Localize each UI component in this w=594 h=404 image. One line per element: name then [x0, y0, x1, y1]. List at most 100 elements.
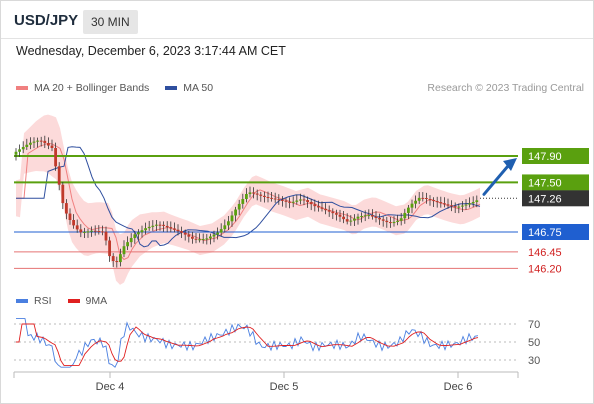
legend-ma20-bb: MA 20 + Bollinger Bands — [16, 82, 149, 94]
candle-body — [158, 224, 162, 226]
bollinger-band — [16, 114, 480, 285]
credit-text: Research © 2023 Trading Central — [427, 82, 584, 94]
candle-body — [162, 224, 165, 226]
candle-body — [119, 254, 122, 263]
candle-body — [234, 209, 237, 216]
chart-header: USD/JPY 30 MIN — [1, 1, 593, 39]
candle-body — [399, 218, 403, 221]
candle-body — [137, 232, 140, 235]
candle-body — [432, 200, 435, 202]
candle-body — [353, 218, 356, 221]
candle-body — [324, 208, 327, 211]
candle-body — [349, 220, 353, 222]
candle-body — [263, 195, 266, 197]
candle-body — [194, 238, 198, 240]
candle-body — [209, 236, 212, 239]
candle-body — [126, 242, 129, 247]
time-axis-label: Dec 4 — [96, 381, 125, 393]
price-legend: MA 20 + Bollinger Bands MA 50 — [16, 82, 229, 94]
rsi-line — [16, 318, 479, 368]
candle-body — [101, 231, 104, 233]
candle-body — [464, 204, 468, 206]
candle-body — [435, 201, 439, 203]
candle-body — [259, 194, 263, 196]
candle-body — [237, 203, 241, 210]
candle-body — [39, 140, 43, 142]
candle-body — [284, 200, 288, 202]
forecast-arrow-layer — [482, 158, 517, 196]
resistance-tag — [522, 174, 589, 191]
candle-body — [14, 151, 18, 155]
candle-body — [255, 193, 259, 195]
candle-body — [385, 220, 389, 223]
ma20-line — [16, 142, 481, 261]
candle-body — [309, 202, 313, 205]
candle-body — [241, 199, 245, 204]
support-label: 146.45 — [528, 247, 562, 259]
candle-body — [86, 231, 90, 233]
candle-body — [90, 230, 93, 232]
candle-body — [61, 184, 65, 204]
candle-body — [374, 216, 378, 218]
candle-body — [281, 199, 284, 201]
candle-body — [410, 203, 414, 208]
pivot-tag — [522, 224, 589, 240]
candle-body — [223, 225, 227, 230]
candle-body — [43, 140, 47, 144]
candle-body — [446, 204, 450, 206]
candle-body — [245, 194, 248, 200]
candle-body — [18, 149, 21, 152]
candle-body — [187, 234, 191, 237]
candle-body — [129, 238, 133, 243]
bollinger-band-layer — [16, 114, 480, 285]
candle-body — [389, 222, 392, 224]
candle-body — [342, 216, 345, 220]
candle-body — [425, 197, 428, 199]
candle-body — [378, 217, 381, 220]
candle-body — [21, 147, 25, 150]
candle-body — [205, 238, 209, 240]
legend-rsi: RSI — [16, 295, 52, 307]
timeframe-badge[interactable]: 30 MIN — [83, 10, 138, 34]
legend-9ma-label: 9MA — [85, 295, 108, 307]
candle-body — [25, 144, 29, 148]
candle-body — [371, 215, 374, 217]
candle-body — [201, 239, 205, 241]
candle-body — [97, 231, 101, 233]
resistance-label: 147.90 — [528, 151, 562, 163]
candle-body — [219, 229, 223, 233]
candle-body — [407, 207, 410, 213]
candle-body — [216, 232, 219, 235]
resistance-tag — [522, 148, 589, 164]
candle-body — [104, 231, 108, 241]
candle-body — [302, 199, 306, 201]
candle-body — [291, 201, 295, 203]
rsi-legend: RSI 9MA — [16, 295, 123, 307]
candle-body — [111, 256, 115, 262]
candle-body — [47, 143, 50, 146]
candle-body — [320, 207, 324, 209]
candle-body — [288, 201, 291, 203]
candle-body — [155, 224, 158, 226]
ma50-line — [16, 146, 481, 248]
rsi-9ma-line — [16, 323, 479, 366]
candle-body — [169, 227, 173, 229]
rsi-axis-label: 70 — [528, 319, 540, 331]
legend-ma20-swatch — [16, 86, 28, 90]
candle-body — [266, 196, 270, 198]
rsi-panel: 70 50 30 — [14, 318, 540, 368]
candle-body — [54, 147, 57, 167]
time-axis-label: Dec 6 — [444, 381, 473, 393]
candle-body — [273, 198, 277, 200]
candle-body — [392, 221, 396, 224]
candle-body — [198, 239, 201, 241]
legend-ma50-label: MA 50 — [183, 82, 214, 94]
candle-body — [151, 225, 155, 227]
legend-9ma-swatch — [67, 299, 80, 303]
candle-body — [122, 246, 126, 255]
candle-body — [173, 228, 176, 230]
candle-body — [65, 203, 68, 214]
pivot-label: 146.75 — [528, 227, 562, 239]
